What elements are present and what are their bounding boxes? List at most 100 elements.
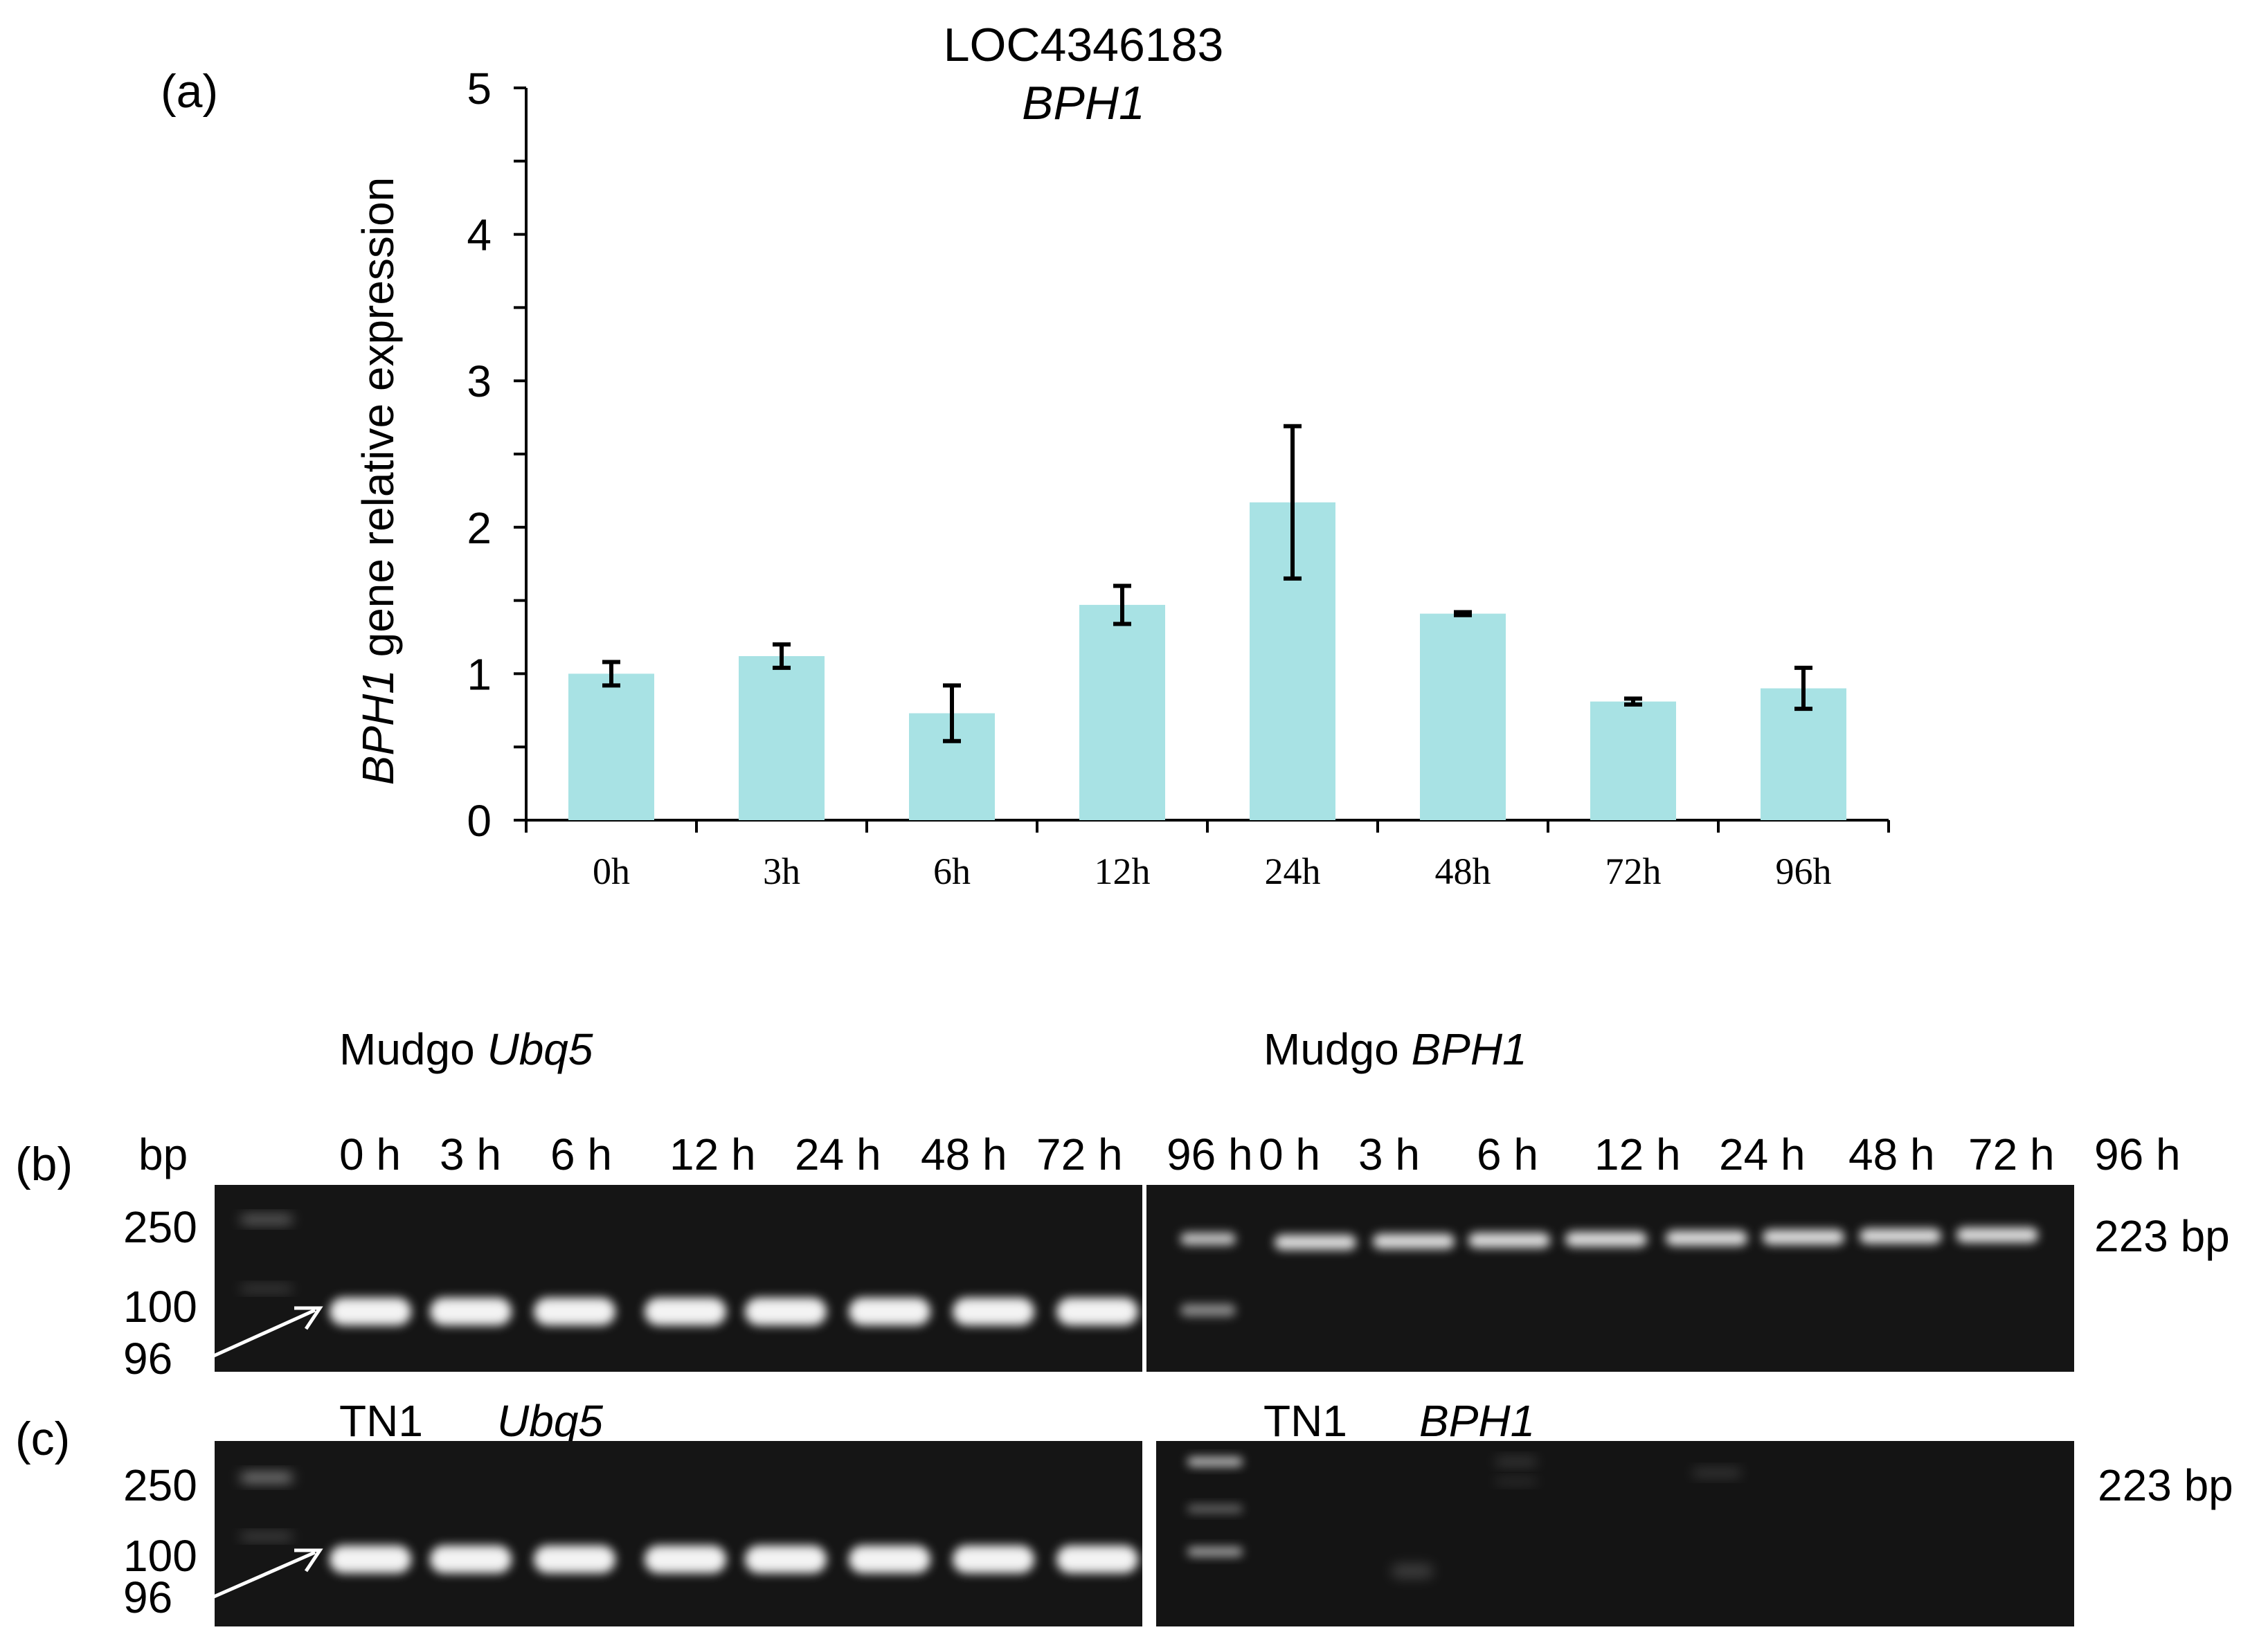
lane-label: 12 h xyxy=(669,1130,756,1179)
error-bar-24h xyxy=(1284,424,1302,581)
gel-band xyxy=(1392,1564,1433,1578)
x-tick-label: 12h xyxy=(1095,851,1151,892)
gel-band xyxy=(1495,1458,1537,1465)
gel-b-left xyxy=(215,1185,1142,1372)
gel-band xyxy=(240,1286,293,1291)
gel-c-left xyxy=(215,1441,1142,1626)
gel-b-right-title: Mudgo BPH1 xyxy=(1263,1024,1527,1074)
lane-label: 12 h xyxy=(1594,1130,1681,1179)
gel-band xyxy=(1763,1229,1844,1245)
gel-band xyxy=(953,1545,1034,1573)
lane-label: 3 h xyxy=(440,1130,501,1179)
lane-label: 72 h xyxy=(1968,1130,2055,1179)
gel-band xyxy=(1275,1235,1356,1250)
gel-band xyxy=(849,1298,930,1325)
x-tick-label: 3h xyxy=(763,851,800,892)
gel-band xyxy=(745,1545,827,1573)
panel-c: (c) TN1 Ubq5 TN1 BPH1 250 100 96 223 bp xyxy=(15,1396,2233,1626)
y-tick-label: 5 xyxy=(467,64,492,114)
gel-b-left-title: Mudgo Ubq5 xyxy=(339,1024,593,1074)
y-tick-label: 4 xyxy=(467,210,492,260)
bar-72h xyxy=(1590,701,1676,820)
y-axis-label-rest: gene relative expression xyxy=(353,177,403,670)
gel-band xyxy=(240,1534,293,1539)
gel-band xyxy=(430,1298,512,1325)
lane-label: 6 h xyxy=(550,1130,612,1179)
ladder-100-label-b: 100 xyxy=(123,1282,197,1332)
gel-band xyxy=(645,1298,726,1325)
bp-label: bp xyxy=(138,1130,188,1179)
gel-band xyxy=(534,1298,615,1325)
y-tick-label: 2 xyxy=(467,503,492,553)
gel-band xyxy=(645,1545,726,1573)
lane-label: 48 h xyxy=(1848,1130,1935,1179)
y-tick-label: 3 xyxy=(467,356,492,406)
gel-b-right-lane-labels: 0 h 3 h 6 h 12 h 24 h 48 h 72 h 96 h xyxy=(1259,1130,2181,1179)
bar-3h xyxy=(739,656,825,820)
arrow-96-b xyxy=(208,1308,316,1360)
gel-band xyxy=(1187,1547,1243,1557)
error-bar-6h xyxy=(943,683,961,743)
gel-band xyxy=(1180,1304,1236,1316)
panel-b: (b) bp Mudgo Ubq5 Mudgo BPH1 0 h 3 h 6 h 12… xyxy=(15,1024,2230,1384)
gel-band xyxy=(534,1545,615,1573)
lane-label: 24 h xyxy=(795,1130,881,1179)
ladder-100-label-c: 100 xyxy=(123,1531,197,1581)
lane-label: 72 h xyxy=(1036,1130,1123,1179)
gel-band xyxy=(1187,1505,1243,1513)
error-bar-12h xyxy=(1113,583,1131,626)
x-tick-label: 6h xyxy=(933,851,971,892)
arrow-head-96-c xyxy=(294,1548,323,1572)
x-tick-label: 24h xyxy=(1265,851,1321,892)
gel-b-right xyxy=(1146,1185,2074,1372)
gel-band xyxy=(849,1545,930,1573)
lane-label: 24 h xyxy=(1719,1130,1806,1179)
lane-label: 0 h xyxy=(339,1130,401,1179)
x-tick-label: 48h xyxy=(1435,851,1491,892)
lane-label: 96 h xyxy=(2094,1130,2181,1179)
panel-a-label: (a) xyxy=(161,65,218,118)
gel-band xyxy=(1056,1545,1138,1573)
y-axis-label-italic: BPH1 xyxy=(353,669,403,785)
gel-band xyxy=(330,1545,411,1573)
error-bar-3h xyxy=(773,642,791,670)
gel-band xyxy=(1373,1233,1455,1249)
x-tick-label: 0h xyxy=(593,851,630,892)
y-tick-label: 1 xyxy=(467,649,492,699)
gel-band xyxy=(240,1216,293,1223)
error-bar-0h xyxy=(602,660,620,688)
gel-band xyxy=(1468,1233,1550,1248)
error-bar-96h xyxy=(1794,665,1812,711)
marker-96-label-b: 96 xyxy=(123,1334,172,1384)
gel-band xyxy=(1666,1231,1747,1246)
arrow-96-c xyxy=(208,1550,316,1601)
gel-c-left-title: TN1 Ubq5 xyxy=(339,1396,603,1446)
lane-label: 0 h xyxy=(1259,1130,1320,1179)
lane-label: 48 h xyxy=(921,1130,1007,1179)
plot-area: 0 1 2 3 4 5 0h 3h 6h 12h 24h 48h 72h 96h xyxy=(467,64,1890,892)
arrow-head-96-b xyxy=(294,1306,323,1330)
error-bar-48h xyxy=(1454,610,1472,617)
product-223-label-c: 223 bp xyxy=(2098,1460,2233,1510)
error-bar-72h xyxy=(1624,696,1642,707)
gel-band xyxy=(330,1298,411,1325)
y-axis-label: BPH1 gene relative expression xyxy=(353,177,403,786)
panel-c-label: (c) xyxy=(15,1413,70,1465)
ladder-250-label-c: 250 xyxy=(123,1460,197,1510)
gel-band xyxy=(1565,1231,1647,1247)
y-tick-label: 0 xyxy=(467,796,492,846)
gel-b-left-lane-labels: 0 h 3 h 6 h 12 h 24 h 48 h 72 h 96 h xyxy=(339,1130,1253,1179)
lane-label: 3 h xyxy=(1358,1130,1420,1179)
panel-b-label: (b) xyxy=(15,1138,73,1190)
gel-band xyxy=(1956,1227,2038,1243)
gel-band xyxy=(1495,1478,1537,1484)
gel-band xyxy=(430,1545,512,1573)
gel-band xyxy=(745,1298,827,1325)
bar-0h xyxy=(568,673,654,820)
marker-96-label-c: 96 xyxy=(123,1572,172,1622)
bar-12h xyxy=(1079,604,1165,820)
gel-band xyxy=(240,1474,293,1482)
gel-band xyxy=(1056,1298,1138,1325)
lane-label: 6 h xyxy=(1477,1130,1538,1179)
